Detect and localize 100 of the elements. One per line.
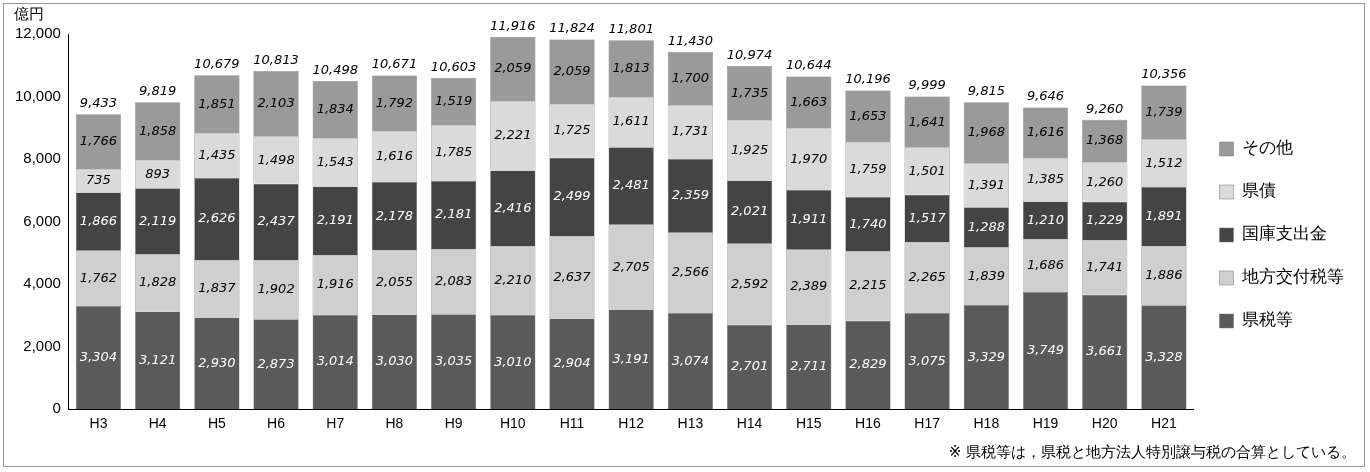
data-label: 2,119 [139, 212, 177, 228]
total-label: 10,603 [430, 58, 477, 74]
y-tick-label: 0 [52, 399, 61, 417]
x-tick-label: H7 [326, 415, 345, 432]
data-label: 2,829 [849, 356, 887, 372]
x-tick-label: H4 [148, 415, 167, 432]
x-tick-label: H21 [1151, 415, 1177, 432]
total-label: 10,356 [1141, 66, 1187, 82]
y-tick-label: 4,000 [23, 274, 61, 292]
data-label: 2,103 [257, 95, 295, 111]
total-label: 10,196 [845, 71, 891, 87]
data-label: 893 [145, 165, 171, 181]
x-tick-label: H16 [855, 415, 881, 432]
x-tick-label: H12 [618, 415, 645, 432]
x-tick-label: H18 [973, 415, 1000, 432]
total-label: 10,644 [786, 57, 832, 73]
legend-label: 国庫支出金 [1242, 223, 1327, 244]
legend-label: 県債 [1242, 180, 1276, 201]
data-label: 2,566 [671, 264, 709, 280]
x-tick-label: H6 [267, 415, 286, 432]
data-label: 1,886 [1145, 267, 1183, 283]
data-label: 1,385 [1026, 171, 1065, 187]
data-label: 3,121 [139, 351, 177, 367]
data-label: 2,021 [730, 203, 769, 219]
data-label: 3,661 [1086, 343, 1124, 359]
data-label: 1,759 [849, 160, 887, 176]
total-label: 11,824 [549, 20, 595, 36]
total-label: 9,999 [908, 77, 946, 93]
x-tick-label: H10 [499, 415, 526, 432]
data-label: 1,813 [612, 59, 650, 75]
data-label: 1,792 [375, 94, 414, 110]
data-label: 1,260 [1086, 173, 1124, 189]
data-label: 1,501 [908, 162, 946, 178]
data-label: 1,766 [79, 133, 118, 149]
data-label: 2,437 [257, 213, 296, 229]
data-label: 2,178 [375, 207, 414, 223]
total-label: 10,974 [726, 46, 773, 62]
data-label: 1,839 [967, 267, 1005, 283]
data-label: 1,498 [257, 151, 295, 167]
data-label: 3,074 [671, 352, 709, 368]
data-label: 2,055 [375, 273, 414, 289]
legend-label: その他 [1242, 137, 1293, 158]
data-label: 2,592 [730, 275, 769, 291]
data-label: 2,481 [612, 177, 650, 193]
total-label: 10,679 [194, 56, 240, 72]
data-label: 3,304 [79, 348, 118, 364]
data-label: 1,902 [257, 281, 295, 297]
data-label: 3,010 [494, 353, 532, 369]
data-label: 1,611 [612, 113, 650, 129]
data-label: 2,181 [435, 206, 473, 222]
total-label: 9,433 [79, 95, 118, 111]
data-label: 1,725 [553, 122, 591, 138]
data-label: 1,851 [198, 95, 236, 111]
data-label: 2,221 [494, 127, 532, 143]
data-label: 2,873 [257, 355, 295, 371]
data-label: 1,512 [1145, 154, 1183, 170]
x-tick-label: H14 [736, 415, 763, 432]
text: ※ 県税等は，県税と地方法人特別譲与税の合算としている。 [948, 443, 1356, 462]
x-tick-label: H8 [385, 415, 404, 432]
data-label: 1,925 [730, 141, 769, 157]
data-label: 1,828 [139, 274, 177, 290]
x-tick-label: H11 [559, 415, 585, 432]
total-label: 9,819 [139, 83, 177, 99]
data-label: 3,075 [908, 352, 946, 368]
data-label: 3,328 [1145, 348, 1183, 364]
data-label: 1,916 [316, 276, 354, 292]
data-label: 1,785 [435, 144, 473, 160]
data-label: 1,700 [671, 69, 709, 85]
y-tick-label: 12,000 [14, 24, 61, 42]
data-label: 3,749 [1026, 341, 1065, 357]
y-tick-label: 10,000 [14, 86, 61, 104]
data-label: 1,731 [671, 123, 709, 139]
data-label: 1,735 [730, 84, 769, 100]
data-label: 1,741 [1086, 258, 1124, 274]
x-tick-label: H17 [914, 415, 941, 432]
y-tick-label: 8,000 [23, 149, 61, 167]
data-label: 2,416 [494, 199, 532, 215]
data-label: 1,435 [198, 146, 236, 162]
x-tick-label: H3 [89, 415, 108, 432]
data-label: 1,866 [79, 213, 118, 229]
total-label: 11,430 [667, 32, 714, 48]
data-label: 1,543 [316, 153, 354, 169]
data-label: 1,519 [435, 92, 473, 108]
data-label: 2,059 [553, 63, 591, 79]
data-label: 2,701 [730, 358, 769, 374]
x-tick-label: H15 [795, 415, 822, 432]
x-tick-label: H9 [444, 415, 463, 432]
data-label: 2,215 [849, 277, 887, 293]
data-label: 2,711 [790, 358, 828, 374]
data-label: 2,059 [494, 60, 532, 76]
data-label: 2,904 [553, 355, 591, 371]
data-label: 1,517 [908, 209, 947, 225]
data-label: 1,653 [849, 107, 887, 123]
data-label: 1,686 [1026, 257, 1065, 272]
data-label: 1,391 [967, 176, 1005, 192]
x-tick-label: H20 [1091, 415, 1118, 432]
data-label: 2,359 [671, 187, 709, 203]
data-label: 2,265 [908, 269, 946, 285]
data-label: 2,389 [790, 278, 828, 294]
data-label: 3,329 [967, 348, 1005, 364]
